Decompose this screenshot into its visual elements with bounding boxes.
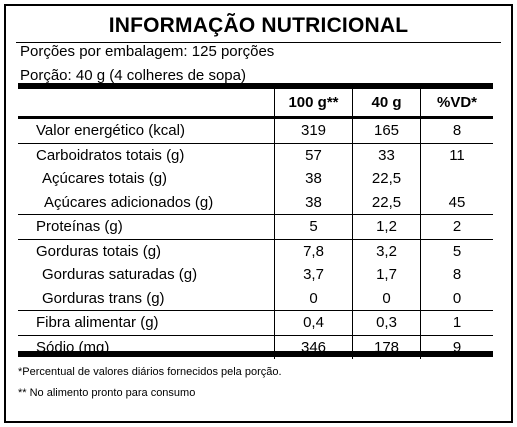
nutrient-name: Proteínas (g) [36, 218, 123, 236]
nutrient-name: Valor energético (kcal) [36, 122, 185, 140]
value-vd: 5 [420, 239, 493, 263]
value-per-100g: 0 [274, 286, 352, 310]
nutrient-name: Fibra alimentar (g) [36, 314, 159, 332]
label-title: INFORMAÇÃO NUTRICIONAL [108, 14, 409, 37]
table-row: Açúcares totais (g) 38 22,5 [18, 167, 493, 191]
value-per-portion: 0 [352, 286, 420, 310]
value-vd: 0 [420, 286, 493, 310]
value-vd: 8 [420, 263, 493, 287]
value-per-100g: 5 [274, 215, 352, 239]
nutrient-name: Gorduras saturadas (g) [42, 266, 198, 284]
nutrient-name: Açúcares adicionados (g) [44, 193, 214, 211]
value-per-portion: 22,5 [352, 167, 420, 191]
table-row: Valor energético (kcal) 319 165 8 [18, 119, 493, 144]
value-per-100g: 38 [274, 167, 352, 191]
footnote-ready-to-eat: ** No alimento pronto para consumo [18, 387, 196, 399]
value-vd: 8 [420, 119, 493, 143]
value-per-portion: 165 [352, 119, 420, 143]
serving-size: Porção: 40 g (4 colheres de sopa) [20, 67, 246, 84]
value-vd: 9 [420, 335, 493, 359]
table-row: Gorduras trans (g) 0 0 0 [18, 286, 493, 311]
value-per-100g: 57 [274, 143, 352, 167]
value-per-100g: 38 [274, 190, 352, 214]
table-row: Açúcares adicionados (g) 38 22,5 45 [18, 190, 493, 215]
table-header-row: 100 g** 40 g %VD* [18, 89, 493, 119]
header-vd: %VD* [420, 89, 493, 116]
value-per-100g: 0,4 [274, 311, 352, 335]
value-per-100g: 319 [274, 119, 352, 143]
table-row: Gorduras totais (g) 7,8 3,2 5 [18, 239, 493, 263]
value-per-portion: 178 [352, 335, 420, 359]
header-per-portion: 40 g [352, 89, 420, 116]
value-vd: 45 [420, 190, 493, 214]
header-per-100g: 100 g** [274, 89, 352, 116]
value-per-portion: 1,7 [352, 263, 420, 287]
value-per-portion: 3,2 [352, 239, 420, 263]
value-per-100g: 3,7 [274, 263, 352, 287]
value-per-portion: 1,2 [352, 215, 420, 239]
servings-per-package: Porções por embalagem: 125 porções [20, 43, 275, 60]
value-per-100g: 7,8 [274, 239, 352, 263]
table-row: Carboidratos totais (g) 57 33 11 [18, 143, 493, 167]
value-per-portion: 22,5 [352, 190, 420, 214]
value-vd: 1 [420, 311, 493, 335]
value-vd: 11 [420, 143, 493, 167]
table-row: Fibra alimentar (g) 0,4 0,3 1 [18, 311, 493, 336]
value-vd: 2 [420, 215, 493, 239]
nutrition-table: 100 g** 40 g %VD* Valor energético (kcal… [18, 83, 493, 359]
header-blank [18, 89, 274, 116]
table-row: Proteínas (g) 5 1,2 2 [18, 215, 493, 240]
value-per-portion: 33 [352, 143, 420, 167]
nutrient-name: Sódio (mg) [36, 338, 110, 356]
footnote-vd: *Percentual de valores diários fornecido… [18, 366, 282, 378]
nutrient-name: Gorduras trans (g) [42, 289, 165, 307]
nutrient-name: Carboidratos totais (g) [36, 146, 185, 164]
nutrient-name: Açúcares totais (g) [42, 170, 168, 188]
table-row: Gorduras saturadas (g) 3,7 1,7 8 [18, 263, 493, 287]
table-row: Sódio (mg) 346 178 9 [18, 335, 493, 359]
nutrient-name: Gorduras totais (g) [36, 242, 162, 260]
value-per-portion: 0,3 [352, 311, 420, 335]
value-per-100g: 346 [274, 335, 352, 359]
value-vd [420, 167, 493, 191]
title-divider [16, 42, 501, 43]
